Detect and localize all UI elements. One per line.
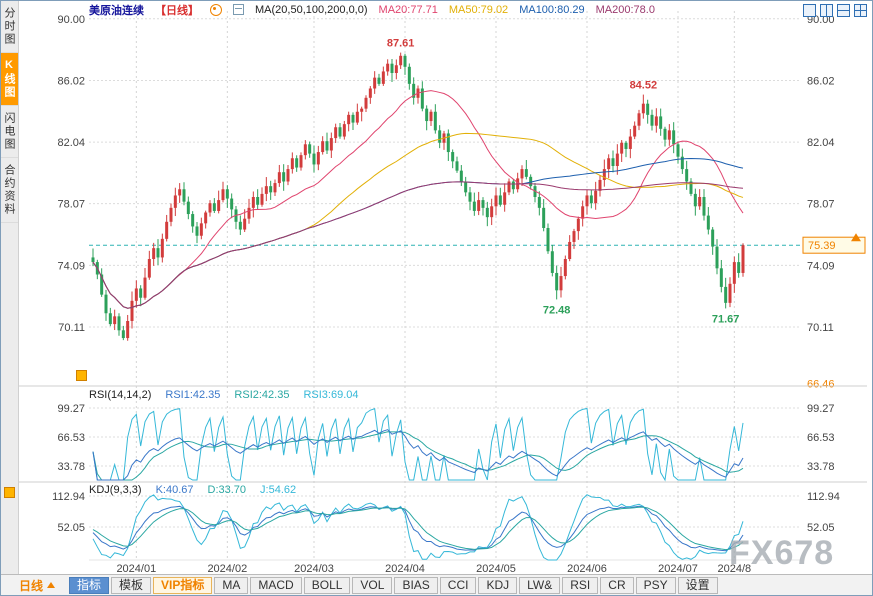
tab-rsi[interactable]: RSI xyxy=(562,576,599,594)
svg-text:2024/03: 2024/03 xyxy=(294,563,334,575)
tab-indicator[interactable]: 指标 xyxy=(69,576,110,594)
kdj-label: KDJ(9,3,3) xyxy=(89,484,142,496)
layout-single-icon[interactable] xyxy=(803,4,816,17)
indicator-tabs: 指标 模板 VIP指标 MA MACD BOLL VOL BIAS CCI KD… xyxy=(69,576,718,594)
svg-text:71.67: 71.67 xyxy=(712,313,740,325)
layout-quad-icon[interactable] xyxy=(854,4,867,17)
svg-text:66.53: 66.53 xyxy=(57,432,85,444)
rsi1-value: RSI1:42.35 xyxy=(165,389,221,401)
candlestick-series xyxy=(91,52,745,341)
tab-ma[interactable]: MA xyxy=(214,576,249,594)
kdj-grid: 112.94 112.94 52.05 52.05 xyxy=(52,491,840,534)
layout-split-vertical-icon[interactable] xyxy=(820,4,833,17)
svg-text:99.27: 99.27 xyxy=(57,403,85,415)
tab-settings[interactable]: 设置 xyxy=(677,576,718,594)
kdj-k-value: K:40.67 xyxy=(155,484,194,496)
tab-macd[interactable]: MACD xyxy=(250,576,302,594)
rsi2-value: RSI2:42.35 xyxy=(234,389,290,401)
svg-text:2024/8: 2024/8 xyxy=(718,563,752,575)
kdj-j-value: J:54.62 xyxy=(260,484,297,496)
svg-text:78.07: 78.07 xyxy=(807,199,835,211)
svg-text:112.94: 112.94 xyxy=(52,491,85,503)
period-up-arrow-icon[interactable] xyxy=(47,582,56,588)
svg-text:90.00: 90.00 xyxy=(57,14,85,26)
svg-text:66.46: 66.46 xyxy=(807,379,835,391)
svg-text:82.04: 82.04 xyxy=(57,137,85,149)
indicator-panel-icon[interactable] xyxy=(76,370,87,381)
tab-vip-indicator[interactable]: VIP指标 xyxy=(153,576,213,594)
svg-text:2024/04: 2024/04 xyxy=(385,563,425,575)
svg-text:70.11: 70.11 xyxy=(58,322,85,334)
ma-settings-label: MA(20,50,100,200,0,0) xyxy=(255,3,368,16)
svg-text:2024/01: 2024/01 xyxy=(116,563,156,575)
tab-bias[interactable]: BIAS xyxy=(394,576,438,594)
rsi-grid: 99.27 99.27 66.53 66.53 33.78 33.78 xyxy=(57,403,834,473)
chart-type-sidebar: 分时图 K线图 闪电图 合约资料 xyxy=(1,1,19,595)
tab-cr[interactable]: CR xyxy=(600,576,634,594)
svg-text:33.78: 33.78 xyxy=(57,461,85,473)
ma20-value: MA20:77.71 xyxy=(378,3,438,16)
sidebar-tab-timeshare[interactable]: 分时图 xyxy=(1,1,18,53)
svg-text:52.05: 52.05 xyxy=(57,522,85,534)
tab-template[interactable]: 模板 xyxy=(111,576,152,594)
ma-settings-icon[interactable] xyxy=(233,4,244,15)
svg-text:99.27: 99.27 xyxy=(807,403,835,415)
rsi-label: RSI(14,14,2) xyxy=(89,389,152,401)
tab-cci[interactable]: CCI xyxy=(439,576,477,594)
layout-split-horizontal-icon[interactable] xyxy=(837,4,850,17)
svg-text:33.78: 33.78 xyxy=(807,461,835,473)
svg-text:74.09: 74.09 xyxy=(57,260,85,272)
tab-psy[interactable]: PSY xyxy=(635,576,676,594)
price-annotations: 87.61 84.52 72.48 71.67 xyxy=(387,38,740,326)
sidebar-tab-kline[interactable]: K线图 xyxy=(1,53,18,106)
svg-text:112.94: 112.94 xyxy=(807,491,840,503)
tab-boll[interactable]: BOLL xyxy=(303,576,351,594)
svg-text:74.09: 74.09 xyxy=(807,260,835,272)
chart-legend: 美原油连续 【日线】 MA(20,50,100,200,0,0) MA20:77… xyxy=(89,3,666,17)
svg-text:84.52: 84.52 xyxy=(630,80,658,92)
layout-icon-group xyxy=(803,4,867,17)
svg-text:70.11: 70.11 xyxy=(807,322,834,334)
sidebar-tab-contract-info[interactable]: 合约资料 xyxy=(1,158,18,223)
ma-overlays xyxy=(92,90,744,309)
ma200-value: MA200:78.0 xyxy=(595,3,655,16)
kdj-series xyxy=(92,494,744,561)
panel-expand-icon[interactable] xyxy=(4,487,15,498)
settings-gear-icon[interactable] xyxy=(210,3,222,16)
kdj-panel-legend: KDJ(9,3,3) K:40.67 D:33.70 J:54.62 xyxy=(89,484,310,496)
tab-lwr[interactable]: LW& xyxy=(519,576,561,594)
bottom-toolbar: 日线 指标 模板 VIP指标 MA MACD BOLL VOL BIAS CCI… xyxy=(1,574,872,595)
month-grid: 2024/01 2024/02 2024/03 2024/04 2024/05 2024/… xyxy=(116,11,751,575)
ma100-value: MA100:80.29 xyxy=(519,3,585,16)
svg-text:86.02: 86.02 xyxy=(57,75,85,87)
rsi3-value: RSI3:69.04 xyxy=(303,389,359,401)
svg-text:52.05: 52.05 xyxy=(807,522,835,534)
svg-text:2024/06: 2024/06 xyxy=(567,563,607,575)
rsi-series xyxy=(92,407,744,482)
current-price-marker: 75.39 xyxy=(802,233,866,254)
tab-vol[interactable]: VOL xyxy=(352,576,393,594)
ma50-value: MA50:79.02 xyxy=(448,3,509,16)
period-tag: 【日线】 xyxy=(155,4,199,17)
sidebar-tab-lightning[interactable]: 闪电图 xyxy=(1,106,18,158)
svg-text:2024/02: 2024/02 xyxy=(207,563,247,575)
svg-text:75.39: 75.39 xyxy=(808,240,836,252)
symbol-title: 美原油连续 xyxy=(89,4,144,17)
svg-text:66.53: 66.53 xyxy=(807,432,835,444)
svg-text:2024/07: 2024/07 xyxy=(658,563,698,575)
period-selector[interactable]: 日线 xyxy=(19,578,44,593)
svg-text:87.61: 87.61 xyxy=(387,38,415,50)
rsi-panel-legend: RSI(14,14,2) RSI1:42.35 RSI2:42.35 RSI3:… xyxy=(89,389,373,401)
svg-text:82.04: 82.04 xyxy=(807,137,835,149)
kdj-d-value: D:33.70 xyxy=(207,484,247,496)
svg-text:2024/05: 2024/05 xyxy=(476,563,516,575)
svg-text:86.02: 86.02 xyxy=(807,75,835,87)
tab-kdj[interactable]: KDJ xyxy=(478,576,518,594)
svg-text:78.07: 78.07 xyxy=(57,199,85,211)
svg-text:72.48: 72.48 xyxy=(543,304,571,316)
